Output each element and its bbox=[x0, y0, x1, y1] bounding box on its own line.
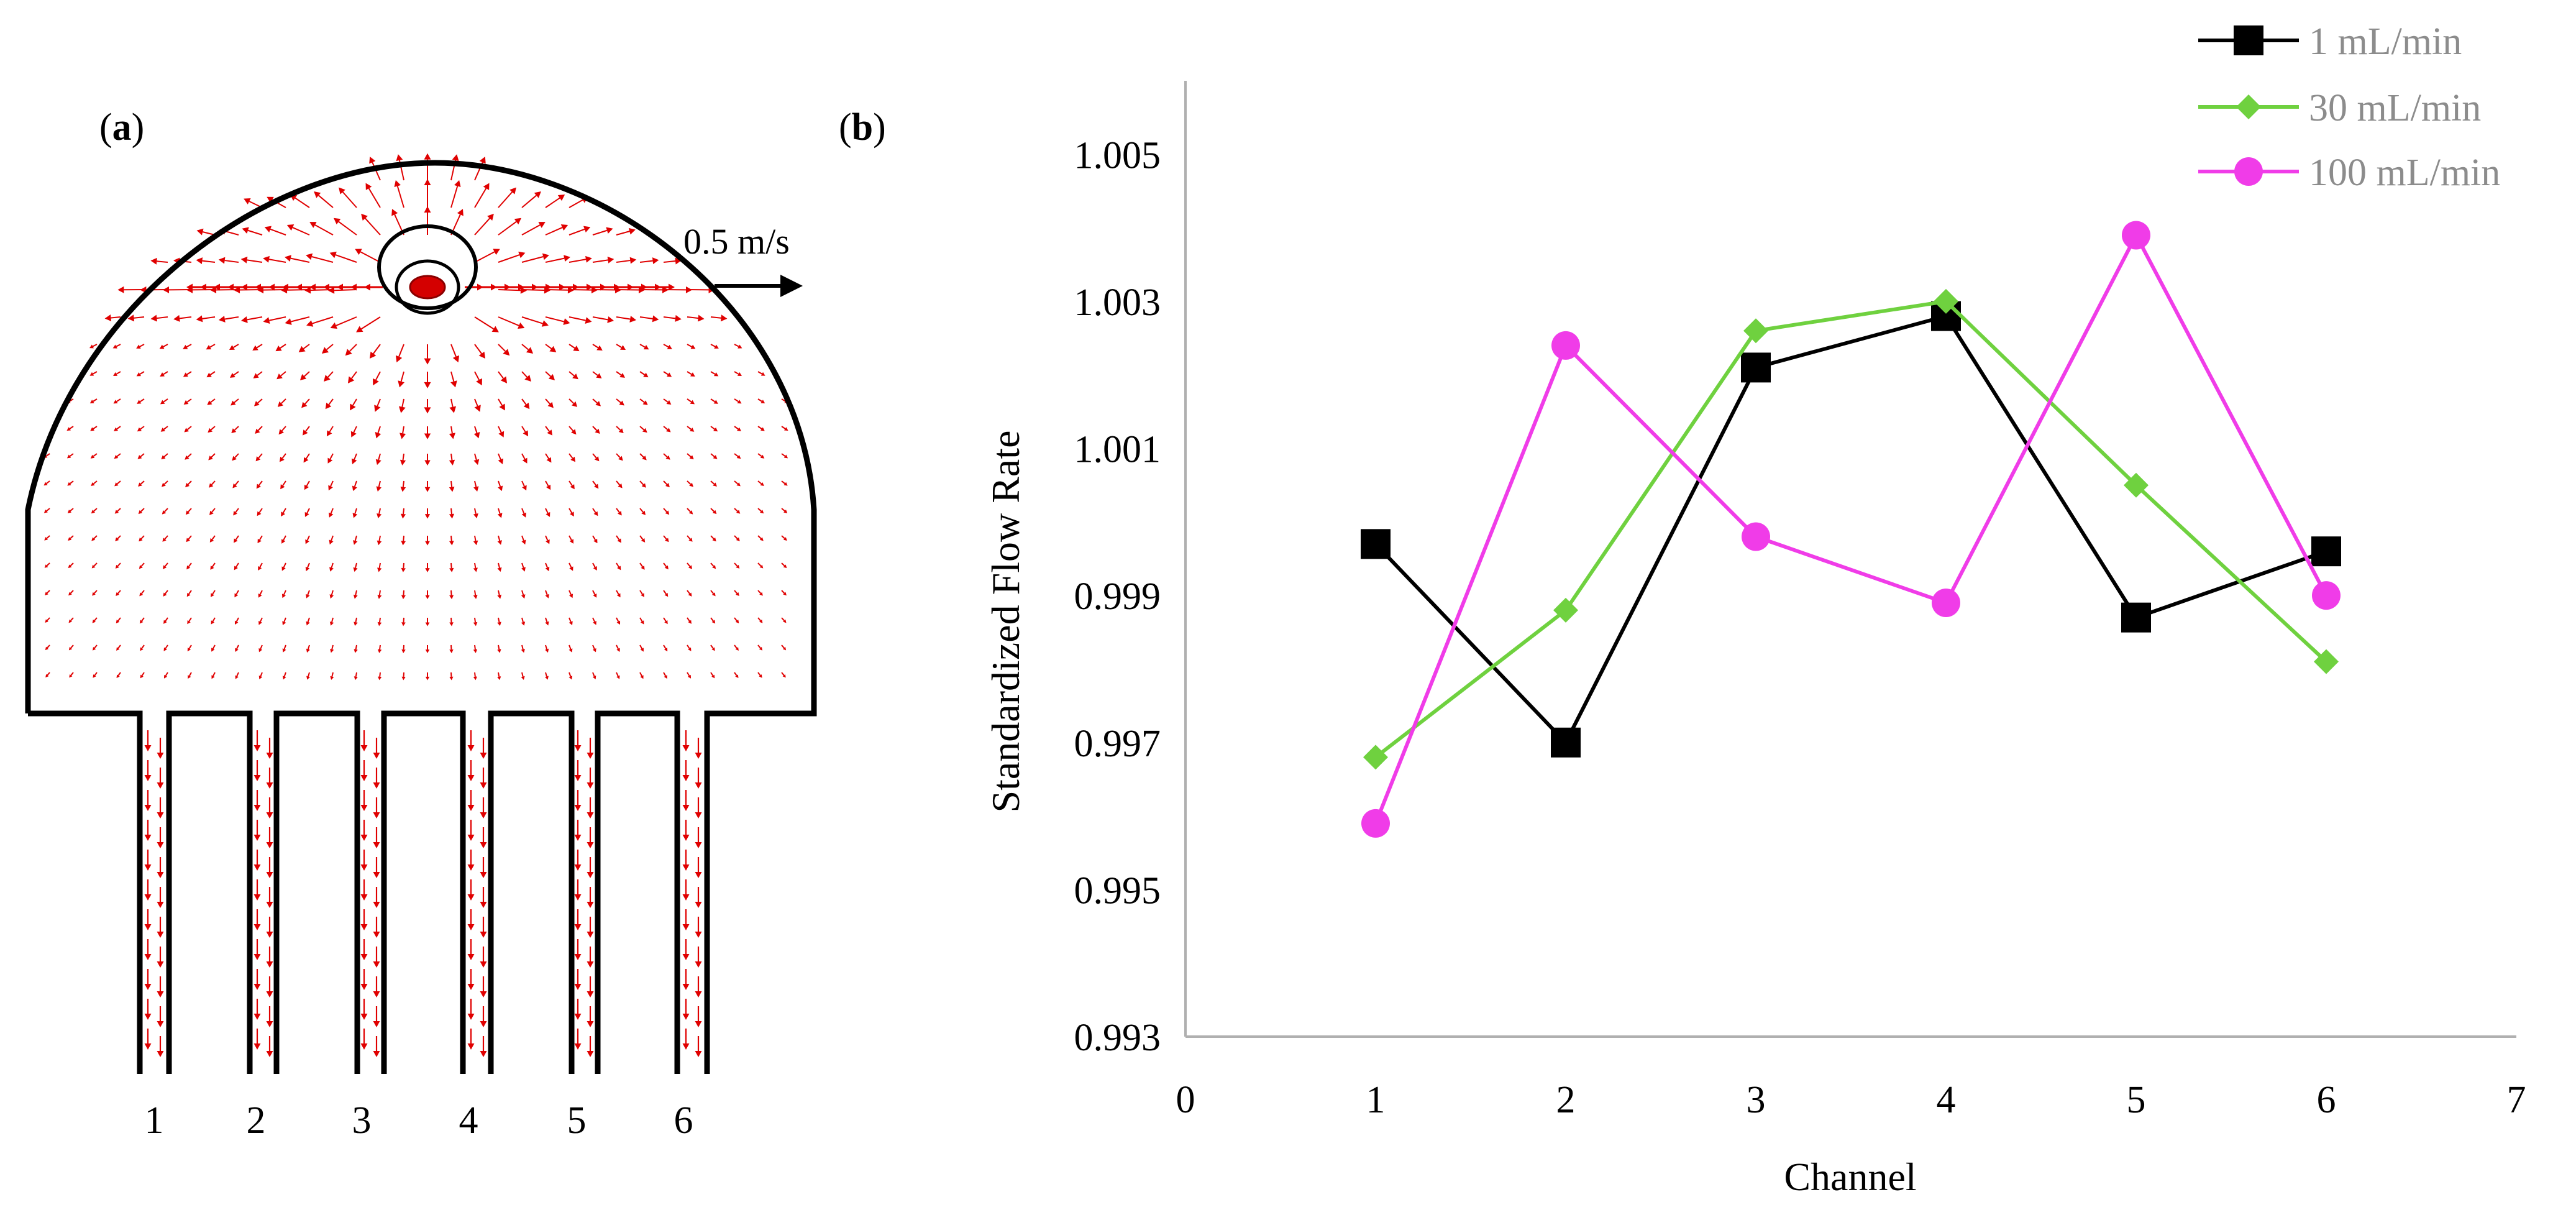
chart-axes bbox=[1184, 81, 2516, 1038]
data-point bbox=[2124, 472, 2149, 498]
data-point bbox=[1361, 809, 1390, 838]
data-point bbox=[1363, 745, 1388, 770]
x-tick-label: 6 bbox=[2317, 1079, 2336, 1121]
data-point bbox=[1553, 597, 1578, 623]
manifold-outline bbox=[25, 160, 817, 1074]
x-tick-label: 0 bbox=[1176, 1079, 1195, 1121]
y-tick-label: 0.993 bbox=[1074, 1017, 1161, 1059]
data-point bbox=[2312, 581, 2341, 610]
x-tick-label: 7 bbox=[2507, 1079, 2526, 1121]
panel-a: (a) 0.5 m/s 1 2 3 4 5 6 bbox=[25, 106, 817, 1142]
x-tick-label: 1 bbox=[1366, 1079, 1386, 1121]
legend-label: 30 mL/min bbox=[2309, 87, 2481, 129]
legend-item-1: 1 mL/min bbox=[2198, 21, 2462, 63]
chart-series bbox=[1361, 221, 2341, 838]
data-point bbox=[1743, 318, 1768, 344]
legend-label: 100 mL/min bbox=[2309, 152, 2500, 194]
channel-label-5: 5 bbox=[567, 1099, 587, 1142]
data-point bbox=[1932, 588, 1960, 617]
series-1 bbox=[1361, 301, 2341, 758]
legend-item-3: 100 mL/min bbox=[2198, 152, 2500, 194]
data-point bbox=[1551, 727, 1581, 758]
legend-label: 1 mL/min bbox=[2309, 21, 2462, 63]
x-tick-label: 4 bbox=[1937, 1079, 1956, 1121]
channel-label-3: 3 bbox=[352, 1099, 372, 1142]
legend-marker bbox=[2234, 25, 2263, 55]
x-axis-label: Channel bbox=[1784, 1155, 1916, 1199]
series-line bbox=[1374, 231, 2328, 825]
channel-label-6: 6 bbox=[674, 1099, 693, 1142]
y-tick-label: 1.005 bbox=[1074, 134, 1161, 177]
series-3 bbox=[1361, 221, 2341, 838]
x-tick-label: 3 bbox=[1747, 1079, 1766, 1121]
y-tick-labels: 0.993 0.995 0.997 0.999 1.001 1.003 1.005 bbox=[1074, 134, 1161, 1059]
series-line bbox=[1374, 314, 2327, 746]
x-tick-label: 2 bbox=[1556, 1079, 1576, 1121]
panel-a-label: (a) bbox=[99, 106, 144, 149]
channel-label-4: 4 bbox=[459, 1099, 478, 1142]
scale-arrow bbox=[715, 275, 803, 297]
channel-label-1: 1 bbox=[145, 1099, 164, 1142]
y-axis-label: Standardized Flow Rate bbox=[984, 431, 1028, 813]
data-point bbox=[2314, 649, 2339, 674]
velocity-vector-field bbox=[43, 153, 788, 1057]
series-line bbox=[1374, 299, 2328, 759]
legend-marker bbox=[2236, 94, 2261, 119]
y-tick-label: 1.003 bbox=[1074, 282, 1161, 324]
panel-b: (b) 0 1 2 3 4 5 6 7 0.993 0.995 0.997 0.999 1.001 1.… bbox=[839, 21, 2526, 1199]
legend-item-2: 30 mL/min bbox=[2198, 87, 2481, 129]
y-tick-label: 0.999 bbox=[1074, 575, 1161, 618]
inlet-marker bbox=[377, 224, 478, 315]
data-point bbox=[1742, 522, 1770, 551]
data-point bbox=[2121, 602, 2151, 633]
channel-labels: 1 2 3 4 5 6 bbox=[145, 1099, 693, 1142]
data-point bbox=[1741, 352, 1771, 383]
x-tick-label: 5 bbox=[2127, 1079, 2146, 1121]
legend-marker bbox=[2234, 157, 2263, 186]
data-point bbox=[1361, 529, 1391, 559]
data-point bbox=[2122, 221, 2150, 250]
data-point bbox=[1934, 288, 1958, 314]
panel-b-label: (b) bbox=[839, 106, 886, 149]
channel-label-2: 2 bbox=[247, 1099, 266, 1142]
legend: 1 mL/min 30 mL/min 100 mL/min bbox=[2198, 21, 2500, 194]
series-2 bbox=[1363, 288, 2339, 770]
scale-label: 0.5 m/s bbox=[683, 221, 790, 262]
y-tick-label: 0.997 bbox=[1074, 723, 1161, 765]
x-tick-labels: 0 1 2 3 4 5 6 7 bbox=[1176, 1079, 2526, 1121]
data-point bbox=[1551, 331, 1580, 360]
y-tick-label: 1.001 bbox=[1074, 429, 1161, 471]
y-tick-label: 0.995 bbox=[1074, 869, 1161, 912]
data-point bbox=[2311, 536, 2341, 567]
